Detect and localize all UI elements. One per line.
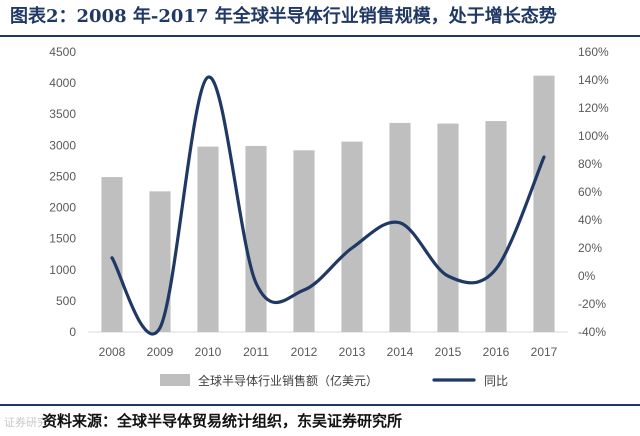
left-y-tick-label: 2500 — [49, 169, 76, 183]
chart-title: 图表2：2008 年-2017 年全球半导体行业销售规模，处于增长态势 — [10, 6, 557, 27]
yoy-point — [542, 155, 546, 159]
title-divider — [0, 35, 640, 37]
right-y-tick-label: 40% — [578, 213, 602, 227]
sales-chart: 2008 2009 2010 2011 2012 2013 2014 2015 2016 2017… — [49, 45, 609, 388]
right-y-tick-label: 100% — [578, 129, 609, 143]
left-y-tick-label: 2000 — [49, 201, 76, 215]
right-y-tick-label: 160% — [578, 45, 609, 59]
left-y-tick-label: 0 — [69, 325, 76, 339]
bar — [293, 150, 315, 332]
x-tick-label: 2017 — [531, 345, 558, 359]
legend-line-label: 同比 — [484, 374, 508, 388]
bar — [341, 141, 363, 332]
bar — [149, 191, 171, 332]
bar — [485, 121, 507, 332]
x-tick-label: 2014 — [387, 345, 414, 359]
left-y-axis-ticks: 0 500 1000 1500 2000 2500 3000 3500 4000 4500 — [49, 45, 76, 339]
yoy-point — [110, 256, 114, 259]
source-note: 资料来源：全球半导体贸易统计组织，东吴证券研究所 — [42, 412, 403, 430]
right-y-tick-label: 60% — [578, 185, 602, 199]
x-tick-label: 2010 — [195, 345, 222, 359]
right-y-tick-label: 0% — [578, 269, 596, 283]
yoy-point — [254, 281, 258, 285]
left-y-tick-label: 4500 — [49, 45, 76, 59]
bar — [101, 177, 123, 332]
x-axis-ticks: 2008 2009 2010 2011 2012 2013 2014 2015 2016 2017 — [99, 345, 558, 359]
bar — [245, 145, 267, 332]
left-y-tick-label: 500 — [56, 294, 76, 308]
line-series — [110, 75, 546, 336]
yoy-point — [446, 274, 450, 278]
left-y-tick-label: 3500 — [49, 107, 76, 121]
x-tick-label: 2009 — [147, 345, 174, 359]
right-y-tick-label: 140% — [578, 73, 609, 87]
bar — [437, 123, 459, 332]
x-tick-label: 2013 — [339, 345, 366, 359]
legend-bar-swatch — [160, 374, 190, 386]
yoy-line — [110, 75, 546, 336]
bar — [389, 122, 411, 332]
legend-bar-label: 全球半导体行业销售额（亿美元） — [198, 373, 378, 388]
left-y-tick-label: 4000 — [49, 76, 76, 90]
left-y-tick-label: 3000 — [49, 138, 76, 152]
yoy-point — [302, 288, 306, 292]
yoy-point — [158, 326, 162, 329]
bar — [197, 146, 219, 332]
right-y-tick-label: 80% — [578, 157, 602, 171]
right-y-tick-label: 20% — [578, 241, 602, 255]
x-tick-label: 2008 — [99, 345, 126, 359]
chart-legend: 全球半导体行业销售额（亿美元） 同比 — [160, 373, 508, 388]
right-y-tick-label: -20% — [578, 297, 606, 311]
watermark: 证券研究 — [4, 416, 48, 429]
x-tick-label: 2012 — [291, 345, 318, 359]
bar — [533, 75, 555, 332]
right-y-axis-ticks: -40% -20% 0% 20% 40% 60% 80% 100% 120% 140% 160% — [578, 45, 609, 339]
left-y-tick-label: 1000 — [49, 263, 76, 277]
bar-series — [101, 75, 555, 332]
yoy-point — [350, 246, 354, 250]
yoy-point — [206, 76, 210, 79]
left-y-tick-label: 1500 — [49, 232, 76, 246]
source-footer: 证券研究 资料来源：全球半导体贸易统计组织，东吴证券研究所 — [0, 404, 640, 436]
right-y-tick-label: 120% — [578, 101, 609, 115]
x-tick-label: 2015 — [435, 345, 462, 359]
right-y-tick-label: -40% — [578, 325, 606, 339]
yoy-point — [398, 221, 402, 224]
x-tick-label: 2011 — [243, 345, 269, 359]
yoy-point — [494, 267, 498, 271]
x-tick-label: 2016 — [483, 345, 510, 359]
